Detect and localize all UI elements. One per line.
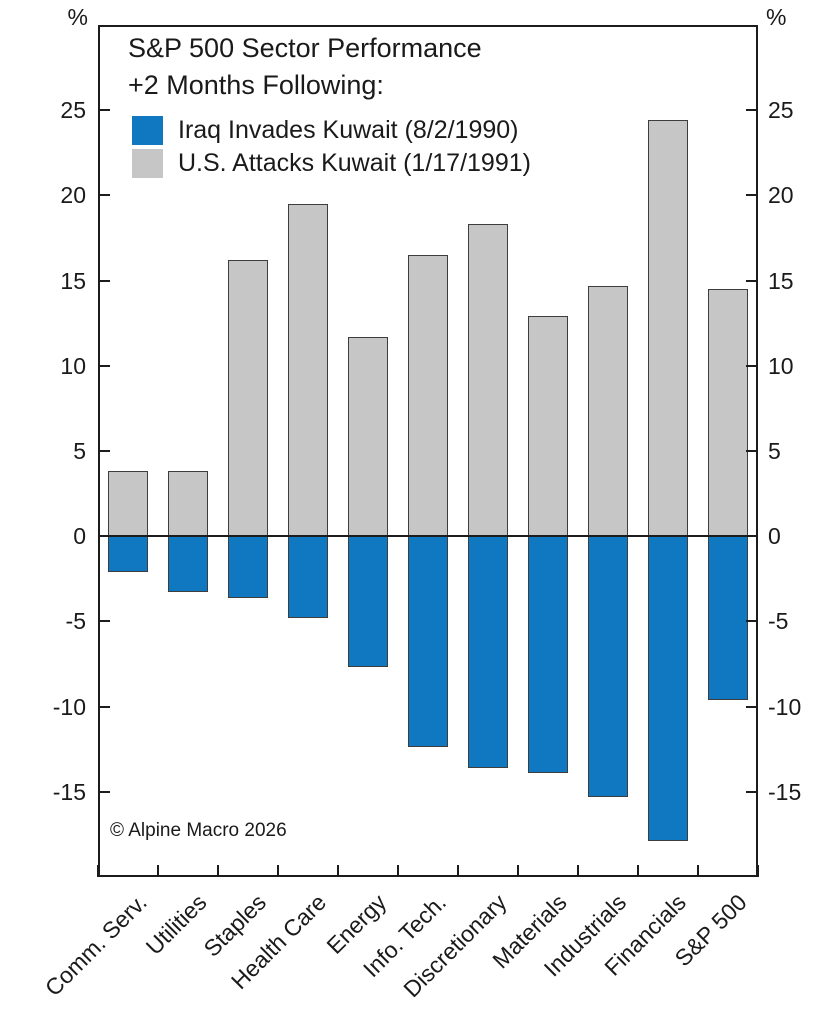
y-tick-label-right-0: 0: [768, 523, 781, 550]
y-tick-right-20: [746, 194, 758, 197]
bar-materials-invasion: [528, 536, 568, 774]
y-tick-right-0: [746, 535, 758, 538]
y-axis-unit-left: %: [67, 4, 88, 30]
y-tick-left--5: [98, 620, 110, 623]
x-tick-8: [577, 865, 579, 877]
y-tick-right-15: [746, 279, 758, 282]
chart-title: S&P 500 Sector Performance: [128, 33, 482, 63]
legend-swatch-blue: [132, 115, 163, 145]
bar-discretionary-attack: [468, 224, 508, 537]
bar-industrials-attack: [588, 285, 628, 537]
y-tick-label-right--10: -10: [768, 693, 802, 720]
y-tick-right-25: [746, 109, 758, 112]
bar-staples-attack: [228, 260, 268, 537]
y-tick-label-right-10: 10: [768, 352, 794, 379]
y-tick-right--10: [746, 705, 758, 708]
bar-energy-attack: [348, 336, 388, 537]
y-axis-unit-right: %: [766, 4, 787, 30]
x-tick-9: [637, 865, 639, 877]
y-tick-label-left--15: -15: [52, 778, 86, 805]
bar-financials-attack: [648, 120, 688, 537]
bar-staples-invasion: [228, 536, 268, 598]
bar-materials-attack: [528, 316, 568, 537]
y-tick-left-0: [98, 535, 110, 538]
y-tick-right--15: [746, 790, 758, 793]
y-tick-label-right-5: 5: [768, 438, 781, 464]
bar-comm-serv-invasion: [108, 536, 148, 572]
x-tick-4: [337, 865, 339, 877]
y-tick-label-right-15: 15: [768, 267, 794, 294]
y-tick-label-left-15: 15: [60, 267, 86, 294]
bar-comm-serv-attack: [108, 471, 148, 537]
bar-health-care-invasion: [288, 536, 328, 618]
y-tick-label-left-25: 25: [60, 97, 86, 124]
x-tick-7: [517, 865, 519, 877]
y-tick-label-left--10: -10: [52, 693, 86, 720]
y-tick-left-10: [98, 364, 110, 367]
bar-info-tech-invasion: [408, 536, 448, 748]
y-tick-left--15: [98, 790, 110, 793]
y-tick-left-25: [98, 109, 110, 112]
x-tick-6: [457, 865, 459, 877]
bar-info-tech-attack: [408, 255, 448, 537]
y-tick-left-5: [98, 450, 110, 452]
x-tick-10: [697, 865, 699, 877]
chart-subtitle: +2 Months Following:: [128, 70, 384, 100]
x-tick-5: [397, 865, 399, 877]
legend-swatch-gray: [132, 148, 163, 178]
x-tick-1: [157, 865, 159, 877]
x-tick-0: [97, 865, 99, 877]
bar-health-care-attack: [288, 203, 328, 537]
source-attribution: © Alpine Macro 2026: [110, 820, 287, 841]
y-tick-right--5: [746, 620, 758, 623]
y-tick-label-right-20: 20: [768, 182, 794, 209]
y-tick-label-left-10: 10: [60, 352, 86, 379]
y-tick-label-left-0: 0: [73, 523, 86, 550]
bar-s-p-500-attack: [708, 289, 748, 537]
chart-title-block: S&P 500 Sector Performance +2 Months Fol…: [128, 30, 482, 104]
plot-area: [97, 25, 759, 877]
y-tick-label-left-20: 20: [60, 182, 86, 209]
y-tick-left-15: [98, 279, 110, 282]
y-tick-left--10: [98, 705, 110, 708]
y-tick-left-20: [98, 194, 110, 197]
legend-item-invasion: Iraq Invades Kuwait (8/2/1990): [132, 115, 531, 145]
zero-line: [98, 535, 758, 538]
legend-label-attack: U.S. Attacks Kuwait (1/17/1991): [178, 148, 531, 177]
bar-industrials-invasion: [588, 536, 628, 797]
bar-utilities-invasion: [168, 536, 208, 593]
y-tick-label-right--5: -5: [768, 608, 789, 635]
legend-label-invasion: Iraq Invades Kuwait (8/2/1990): [178, 115, 519, 144]
y-tick-right-10: [746, 364, 758, 367]
legend: Iraq Invades Kuwait (8/2/1990) U.S. Atta…: [132, 115, 531, 181]
bar-energy-invasion: [348, 536, 388, 668]
x-tick-2: [217, 865, 219, 877]
x-tick-11: [757, 865, 759, 877]
bar-discretionary-invasion: [468, 536, 508, 768]
x-tick-3: [277, 865, 279, 877]
y-tick-label-right-25: 25: [768, 97, 794, 124]
bar-financials-invasion: [648, 536, 688, 842]
bar-utilities-attack: [168, 471, 208, 537]
y-tick-label-left-5: 5: [73, 438, 86, 464]
bar-s-p-500-invasion: [708, 536, 748, 700]
y-tick-right-5: [746, 450, 758, 452]
y-tick-label-left--5: -5: [65, 608, 86, 635]
legend-item-attack: U.S. Attacks Kuwait (1/17/1991): [132, 148, 531, 178]
y-tick-label-right--15: -15: [768, 778, 802, 805]
